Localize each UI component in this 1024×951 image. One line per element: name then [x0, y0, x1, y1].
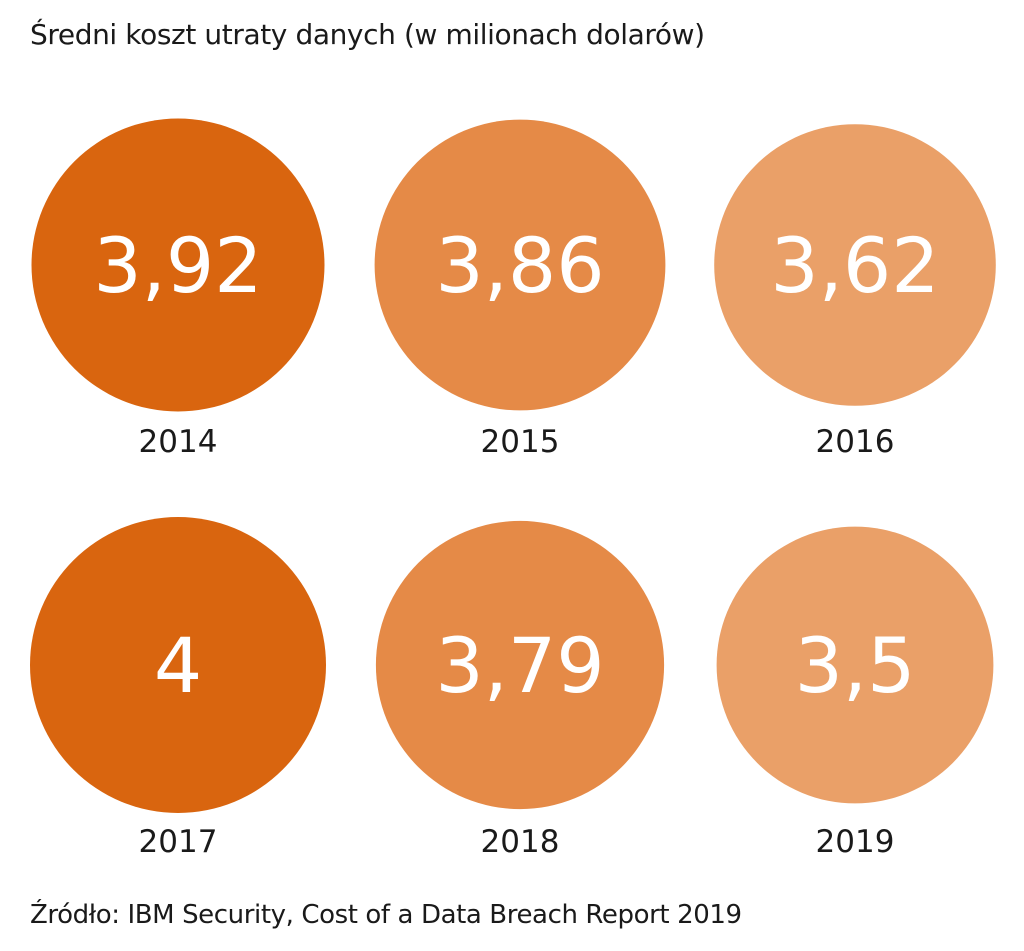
- bubble-value-label: 3,79: [435, 621, 604, 710]
- year-label: 2017: [139, 824, 218, 860]
- bubble-value-label: 3,86: [435, 221, 604, 310]
- chart-title: Średni koszt utraty danych (w milionach …: [30, 18, 705, 51]
- bubble-circle: [374, 119, 666, 411]
- year-label: 2018: [481, 824, 560, 860]
- bubble-2018: 3,79 2018: [375, 520, 665, 860]
- bubble-2015: 3,86 2015: [374, 119, 666, 460]
- bubble-2017: 4 2017: [30, 517, 326, 860]
- bubble-circle: [716, 526, 994, 804]
- bubble-value-label: 3,92: [93, 221, 262, 310]
- bubble-2014: 3,92 2014: [31, 118, 325, 460]
- year-label: 2016: [816, 424, 895, 460]
- bubble-circle: [31, 118, 325, 412]
- year-label: 2014: [139, 424, 218, 460]
- bubble-circle: [375, 520, 665, 810]
- bubble-2019: 3,5 2019: [716, 526, 994, 860]
- bubble-value-label: 3,5: [795, 621, 916, 710]
- source-note: Źródło: IBM Security, Cost of a Data Bre…: [30, 900, 742, 930]
- year-label: 2015: [481, 424, 560, 460]
- bubble-value-label: 4: [154, 621, 202, 710]
- bubble-circle: [714, 124, 996, 406]
- year-label: 2019: [816, 824, 895, 860]
- bubble-circle: [30, 517, 326, 813]
- bubble-2016: 3,62 2016: [714, 124, 996, 460]
- bubble-value-label: 3,62: [770, 221, 939, 310]
